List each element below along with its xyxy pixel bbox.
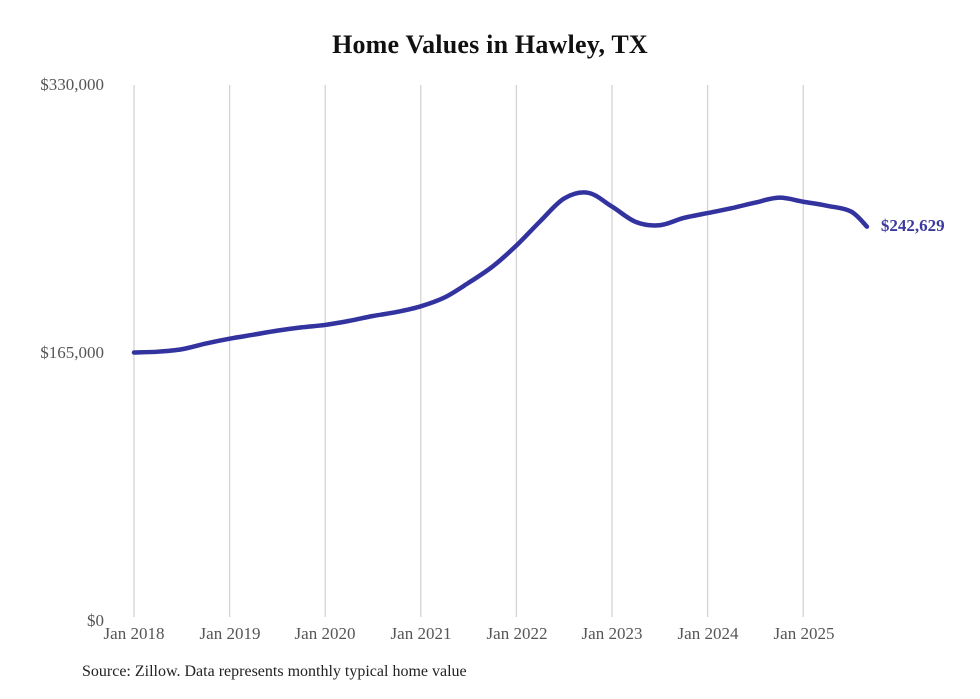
xtick-label-jan-2020: Jan 2020	[294, 624, 356, 643]
end-value-annotation: $242,629	[880, 215, 945, 235]
xtick-label-jan-2023: Jan 2023	[581, 624, 643, 643]
home-value-line-series	[131, 190, 870, 355]
ytick-label-165000: $165,000	[40, 343, 104, 362]
xtick-label-jan-2022: Jan 2022	[486, 624, 548, 643]
xtick-label-jan-2025: Jan 2025	[773, 624, 835, 643]
xtick-label-jan-2021: Jan 2021	[390, 624, 452, 643]
xtick-label-jan-2018: Jan 2018	[103, 624, 165, 643]
gridlines	[133, 85, 804, 617]
ytick-label-330000: $330,000	[40, 75, 104, 94]
ytick-label-0: $0	[87, 611, 104, 630]
xtick-label-jan-2024: Jan 2024	[677, 624, 739, 643]
chart-title: Home Values in Hawley, TX	[332, 30, 648, 59]
xtick-label-jan-2019: Jan 2019	[199, 624, 261, 643]
source-note: Source: Zillow. Data represents monthly …	[82, 663, 467, 680]
